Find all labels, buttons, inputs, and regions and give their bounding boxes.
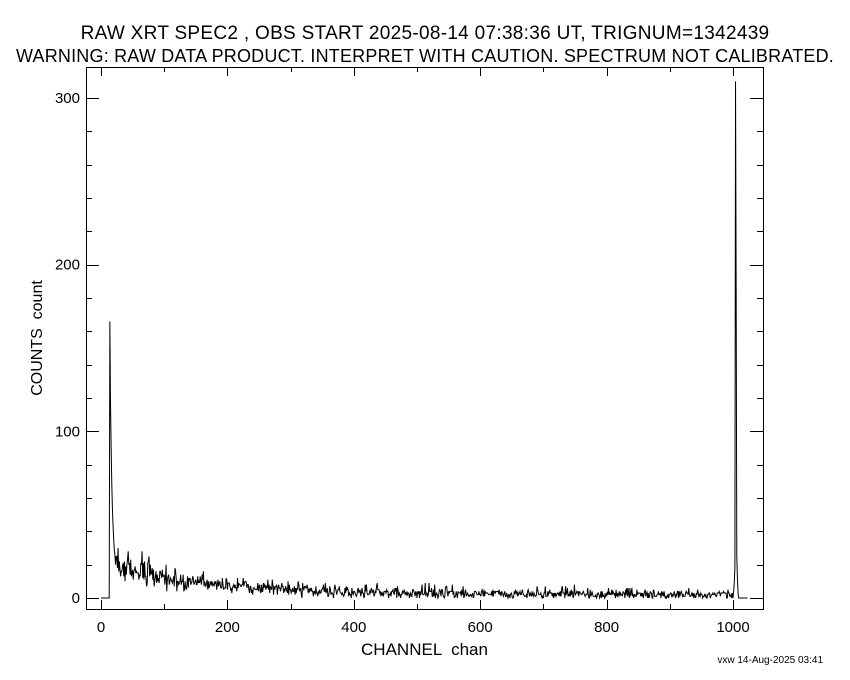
x-tick-label: 400 <box>341 619 366 636</box>
x-axis-title: CHANNEL chan <box>361 640 488 659</box>
y-tick-label: 200 <box>55 257 80 274</box>
y-tick-label: 300 <box>55 90 80 107</box>
y-tick-label: 0 <box>72 590 80 607</box>
plot-warning-subtitle: WARNING: RAW DATA PRODUCT. INTERPRET WIT… <box>15 46 835 66</box>
x-tick-label: 0 <box>97 619 105 636</box>
x-tick-label: 1000 <box>716 619 749 636</box>
x-tick-label: 200 <box>215 619 240 636</box>
plot-frame <box>86 67 764 610</box>
spectrum-trace <box>101 81 748 600</box>
y-tick-label: 100 <box>55 423 80 440</box>
plot-title: RAW XRT SPEC2 , OBS START 2025-08-14 07:… <box>80 23 770 44</box>
x-tick-label: 600 <box>468 619 493 636</box>
x-tick-label: 800 <box>594 619 619 636</box>
creation-timestamp: vxw 14-Aug-2025 03:41 <box>717 655 823 666</box>
